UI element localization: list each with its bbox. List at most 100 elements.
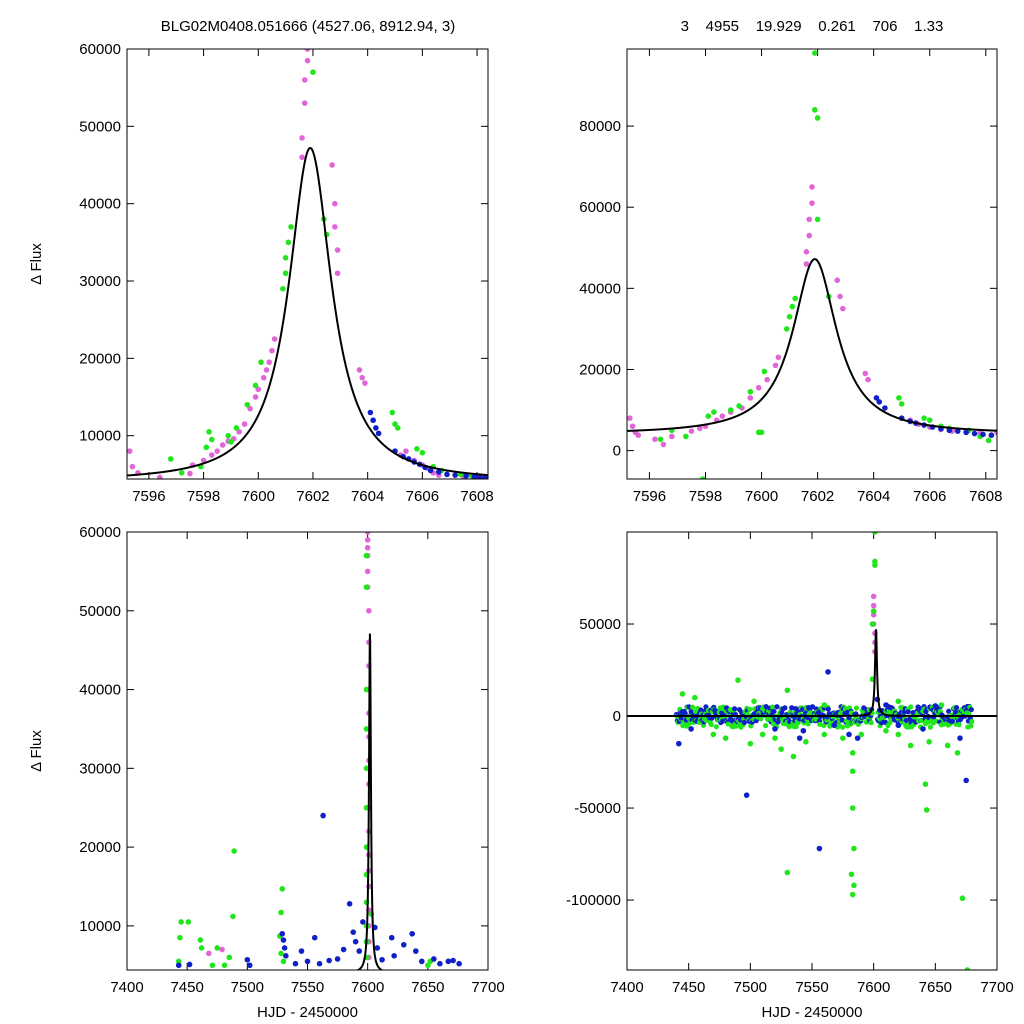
model-curve (627, 258, 997, 432)
plot-area (127, 49, 488, 479)
data-point-green (868, 720, 874, 726)
y-tick-label: 0 (613, 708, 621, 725)
data-point-green (792, 295, 798, 302)
data-point-magenta (208, 452, 215, 458)
data-point-green (419, 449, 426, 456)
data-point-blue (388, 934, 395, 941)
data-point-blue (346, 901, 353, 907)
data-point-green (790, 753, 797, 760)
data-point-green (849, 750, 856, 756)
data-point-blue (186, 961, 193, 968)
data-point-green (778, 746, 784, 752)
data-point-green (814, 115, 821, 121)
data-point-green (938, 702, 945, 708)
data-point-green (280, 285, 286, 292)
data-point-blue (771, 708, 777, 715)
data-point-green (394, 425, 401, 431)
data-point-magenta (364, 537, 371, 543)
data-point-green (230, 913, 236, 920)
data-point-green (926, 738, 932, 745)
data-point-blue (774, 704, 780, 710)
data-point-blue (445, 958, 452, 965)
data-point-blue (800, 727, 807, 734)
data-point-green (228, 439, 234, 445)
data-point-blue (920, 726, 926, 732)
data-point-green (206, 429, 212, 435)
data-point-blue (375, 430, 382, 437)
data-point-magenta (260, 374, 267, 381)
data-point-magenta (840, 305, 846, 312)
data-point-magenta (329, 162, 335, 168)
data-point-blue (379, 956, 385, 963)
x-tick-label: 7598 (187, 488, 220, 505)
data-point-blue (816, 845, 823, 852)
data-point-blue (450, 957, 456, 964)
data-point-green (985, 437, 992, 444)
data-point-magenta (334, 270, 341, 277)
data-point-green (657, 436, 664, 443)
plot-area (627, 50, 997, 479)
data-point-green (285, 239, 292, 246)
data-point-blue (298, 948, 305, 954)
data-point-blue (400, 941, 407, 948)
data-point-green (789, 303, 796, 310)
data-point-blue (391, 953, 397, 959)
data-point-green (849, 768, 856, 775)
model-curve (127, 147, 488, 477)
y-tick-label: 50000 (79, 603, 121, 620)
data-point-magenta (697, 425, 703, 432)
data-point-magenta (206, 950, 212, 957)
data-point-blue (954, 428, 961, 434)
data-point-green (759, 731, 766, 738)
data-point-green (252, 382, 259, 389)
data-point-green (908, 704, 914, 710)
data-point-blue (731, 706, 738, 712)
data-point-blue (963, 777, 969, 784)
data-point-green (964, 967, 971, 970)
data-point-blue (437, 960, 443, 967)
y-tick-label: 20000 (579, 361, 621, 378)
data-point-blue (281, 945, 288, 951)
data-point-blue (340, 946, 347, 953)
y-tick-label: 30000 (79, 760, 121, 777)
data-point-green (699, 476, 706, 479)
data-point-blue (356, 948, 363, 954)
data-point-magenta (865, 376, 871, 383)
x-tick-label: 7608 (969, 488, 1002, 505)
data-point-blue (676, 740, 682, 747)
data-point-green (872, 532, 878, 535)
y-tick-label: 60000 (79, 524, 121, 541)
data-point-blue (825, 669, 831, 675)
data-point-magenta (236, 429, 242, 435)
data-point-green (363, 765, 370, 772)
data-point-blue (796, 735, 803, 741)
data-point-blue (988, 432, 995, 438)
data-point-green (389, 409, 396, 416)
data-point-magenta (403, 448, 409, 454)
data-point-green (727, 407, 734, 413)
y-tick-label: 60000 (579, 199, 621, 216)
data-point-blue (946, 427, 953, 434)
data-point-blue (854, 735, 861, 741)
data-point-blue (963, 429, 969, 436)
data-point-green (812, 107, 818, 113)
data-point-magenta (870, 593, 877, 600)
data-point-green (208, 436, 215, 443)
data-point-blue (772, 726, 778, 732)
data-point-magenta (299, 154, 305, 161)
y-tick-label: 50000 (79, 118, 121, 135)
data-point-magenta (627, 415, 633, 421)
data-point-blue (895, 722, 902, 729)
data-point-green (282, 255, 289, 261)
data-point-magenta (219, 442, 226, 448)
data-point-blue (743, 792, 750, 798)
data-point-blue (463, 473, 469, 479)
x-tick-label: 7606 (406, 488, 439, 505)
data-point-blue (789, 705, 795, 711)
data-point-green (310, 69, 316, 76)
x-tick-label: 7450 (170, 979, 203, 996)
data-point-green (817, 721, 823, 727)
data-point-blue (311, 934, 318, 941)
data-point-magenta (269, 347, 275, 354)
